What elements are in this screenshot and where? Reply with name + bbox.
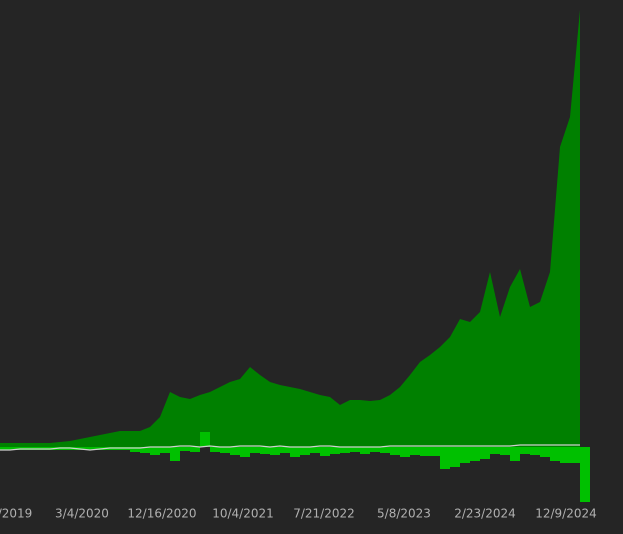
- x-tick-label: 5/8/2023: [377, 507, 431, 521]
- x-tick-label: 12/9/2024: [535, 507, 597, 521]
- bar: [140, 447, 150, 453]
- bar: [420, 447, 430, 456]
- bar: [360, 447, 370, 454]
- line: [0, 444, 580, 451]
- bar: [410, 447, 420, 455]
- bar: [340, 447, 350, 453]
- bar: [550, 447, 560, 461]
- bar: [180, 447, 190, 451]
- bar: [200, 432, 210, 447]
- bar: [290, 447, 300, 457]
- bar: [430, 447, 440, 456]
- bar: [160, 447, 170, 453]
- bar: [310, 447, 320, 453]
- x-tick-label: /2019: [0, 507, 32, 521]
- bar: [220, 447, 230, 453]
- bar: [390, 447, 400, 455]
- bar: [260, 447, 270, 454]
- bar: [440, 447, 450, 469]
- bar: [90, 447, 100, 450]
- bar: [570, 447, 580, 463]
- bar: [230, 447, 240, 455]
- bar: [480, 447, 490, 459]
- bar: [130, 447, 140, 452]
- x-tick-label: 3/4/2020: [55, 507, 109, 521]
- bar: [270, 447, 280, 455]
- bar: [80, 447, 90, 450]
- bar: [300, 447, 310, 455]
- bar: [540, 447, 550, 457]
- bar: [0, 447, 10, 450]
- bar: [500, 447, 510, 455]
- bar: [150, 447, 160, 455]
- bar: [580, 447, 590, 502]
- bar: [530, 447, 540, 455]
- bar: [450, 447, 460, 467]
- bar: [10, 447, 20, 450]
- bar: [370, 447, 380, 452]
- bar: [280, 447, 290, 453]
- x-tick-label: 7/21/2022: [293, 507, 355, 521]
- bar: [510, 447, 520, 461]
- bar: [460, 447, 470, 463]
- x-tick-label: 12/16/2020: [127, 507, 196, 521]
- x-tick-label: 10/4/2021: [212, 507, 274, 521]
- bar: [380, 447, 390, 453]
- bar: [400, 447, 410, 457]
- x-tick-label: 2/23/2024: [454, 507, 516, 521]
- bar: [520, 447, 530, 454]
- bar: [350, 447, 360, 452]
- bar: [560, 447, 570, 463]
- area: [0, 10, 580, 447]
- bar: [240, 447, 250, 457]
- bar: [170, 447, 180, 461]
- bar: [190, 447, 200, 452]
- bar: [330, 447, 340, 454]
- bar: [470, 447, 480, 461]
- bar: [210, 447, 220, 452]
- bar: [490, 447, 500, 454]
- bar: [320, 447, 330, 456]
- bar: [250, 447, 260, 453]
